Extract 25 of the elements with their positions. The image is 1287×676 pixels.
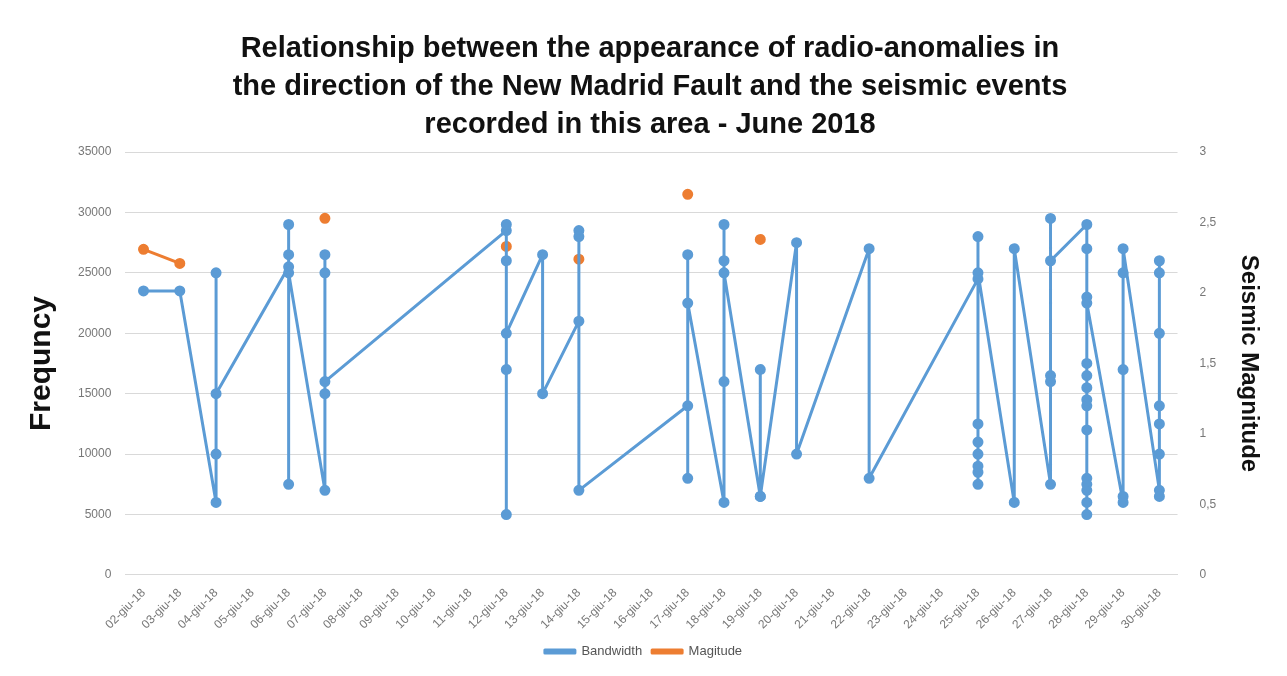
y2-tick-label: 0 bbox=[1199, 567, 1207, 582]
y-tick-label: 10000 bbox=[77, 446, 112, 461]
y2-tick-label: 3 bbox=[1199, 144, 1207, 159]
y2-tick-label: 1,5 bbox=[1199, 355, 1217, 370]
y-axis-title: Frequncy bbox=[23, 295, 57, 431]
y-tick-label: 30000 bbox=[77, 204, 112, 219]
point bbox=[138, 243, 150, 255]
y2-tick-label: 2,5 bbox=[1199, 214, 1217, 229]
point bbox=[319, 212, 331, 224]
y-tick-label: 20000 bbox=[77, 325, 112, 340]
chart-title: Relationship between the appearance of radio-anomalies in the direction of the New Madrid Fault and the seismic events recorded in this area - June 2018 bbox=[231, 30, 1069, 141]
point bbox=[682, 188, 694, 200]
legend-label: Magitude bbox=[688, 643, 743, 659]
y2-axis-title: Seismic Magnitude bbox=[1236, 254, 1264, 473]
y2-tick-label: 1 bbox=[1199, 426, 1207, 441]
point bbox=[174, 257, 186, 269]
y-tick-label: 0 bbox=[104, 567, 112, 582]
y-tick-label: 25000 bbox=[77, 265, 112, 280]
y-tick-label: 5000 bbox=[84, 506, 112, 521]
y-tick-label: 35000 bbox=[77, 144, 112, 159]
y-tick-label: 15000 bbox=[77, 386, 112, 401]
legend-label: Bandwidth bbox=[581, 643, 643, 659]
y2-tick-label: 2 bbox=[1199, 285, 1207, 300]
y2-tick-label: 0,5 bbox=[1199, 496, 1217, 511]
point bbox=[754, 233, 766, 245]
